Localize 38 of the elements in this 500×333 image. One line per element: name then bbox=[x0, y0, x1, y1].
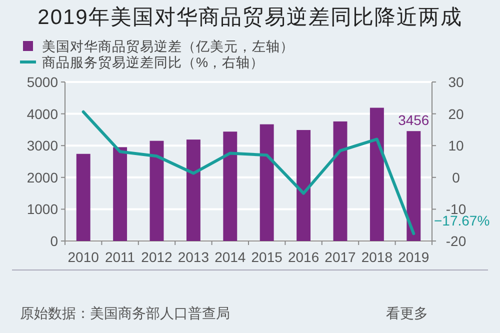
y2-tick-label: -20 bbox=[446, 233, 466, 249]
y-tick-label: 2000 bbox=[26, 169, 58, 186]
y-tick-label: 3000 bbox=[26, 138, 58, 154]
data-label: 3456 bbox=[398, 112, 430, 128]
legend-label: 商品服务贸易逆差同比（%，右轴） bbox=[42, 55, 264, 70]
y-tick-label: 5000 bbox=[26, 74, 58, 90]
x-tick-label: 2015 bbox=[251, 249, 283, 265]
x-tick-label: 2019 bbox=[398, 249, 430, 265]
bar bbox=[76, 154, 90, 241]
x-tick-label: 2011 bbox=[104, 249, 136, 265]
bar bbox=[260, 124, 274, 241]
bar bbox=[370, 108, 384, 241]
data-label: −17.67% bbox=[434, 212, 490, 229]
y-tick-label: 0 bbox=[50, 233, 58, 249]
text: 原始数据：美国商务部人口普查局 bbox=[20, 305, 230, 321]
bar bbox=[406, 131, 421, 241]
y-tick-label: 1000 bbox=[26, 201, 58, 218]
y2-tick-label: 10 bbox=[448, 138, 464, 154]
x-tick-label: 2018 bbox=[361, 249, 393, 265]
y2-tick-label: 20 bbox=[448, 106, 464, 122]
x-tick-label: 2013 bbox=[178, 249, 210, 265]
y2-tick-label: 0 bbox=[452, 169, 460, 186]
y2-tick-label: 30 bbox=[448, 74, 464, 90]
bar bbox=[333, 121, 348, 241]
bar bbox=[223, 132, 238, 241]
x-tick-label: 2012 bbox=[141, 249, 173, 265]
bar bbox=[150, 140, 164, 241]
bar bbox=[296, 130, 311, 241]
bar bbox=[186, 140, 200, 241]
chart-title: 2019年美国对华商品贸易逆差同比降近两成 bbox=[38, 6, 462, 29]
legend-label: 美国对华商品贸易逆差（亿美元，左轴） bbox=[42, 39, 294, 54]
text: 看更多 bbox=[386, 305, 428, 321]
x-tick-label: 2010 bbox=[68, 249, 100, 265]
x-tick-label: 2017 bbox=[324, 249, 356, 265]
x-tick-label: 2014 bbox=[214, 249, 246, 265]
bar bbox=[113, 147, 128, 241]
y-tick-label: 4000 bbox=[26, 106, 58, 122]
x-tick-label: 2016 bbox=[288, 249, 320, 265]
